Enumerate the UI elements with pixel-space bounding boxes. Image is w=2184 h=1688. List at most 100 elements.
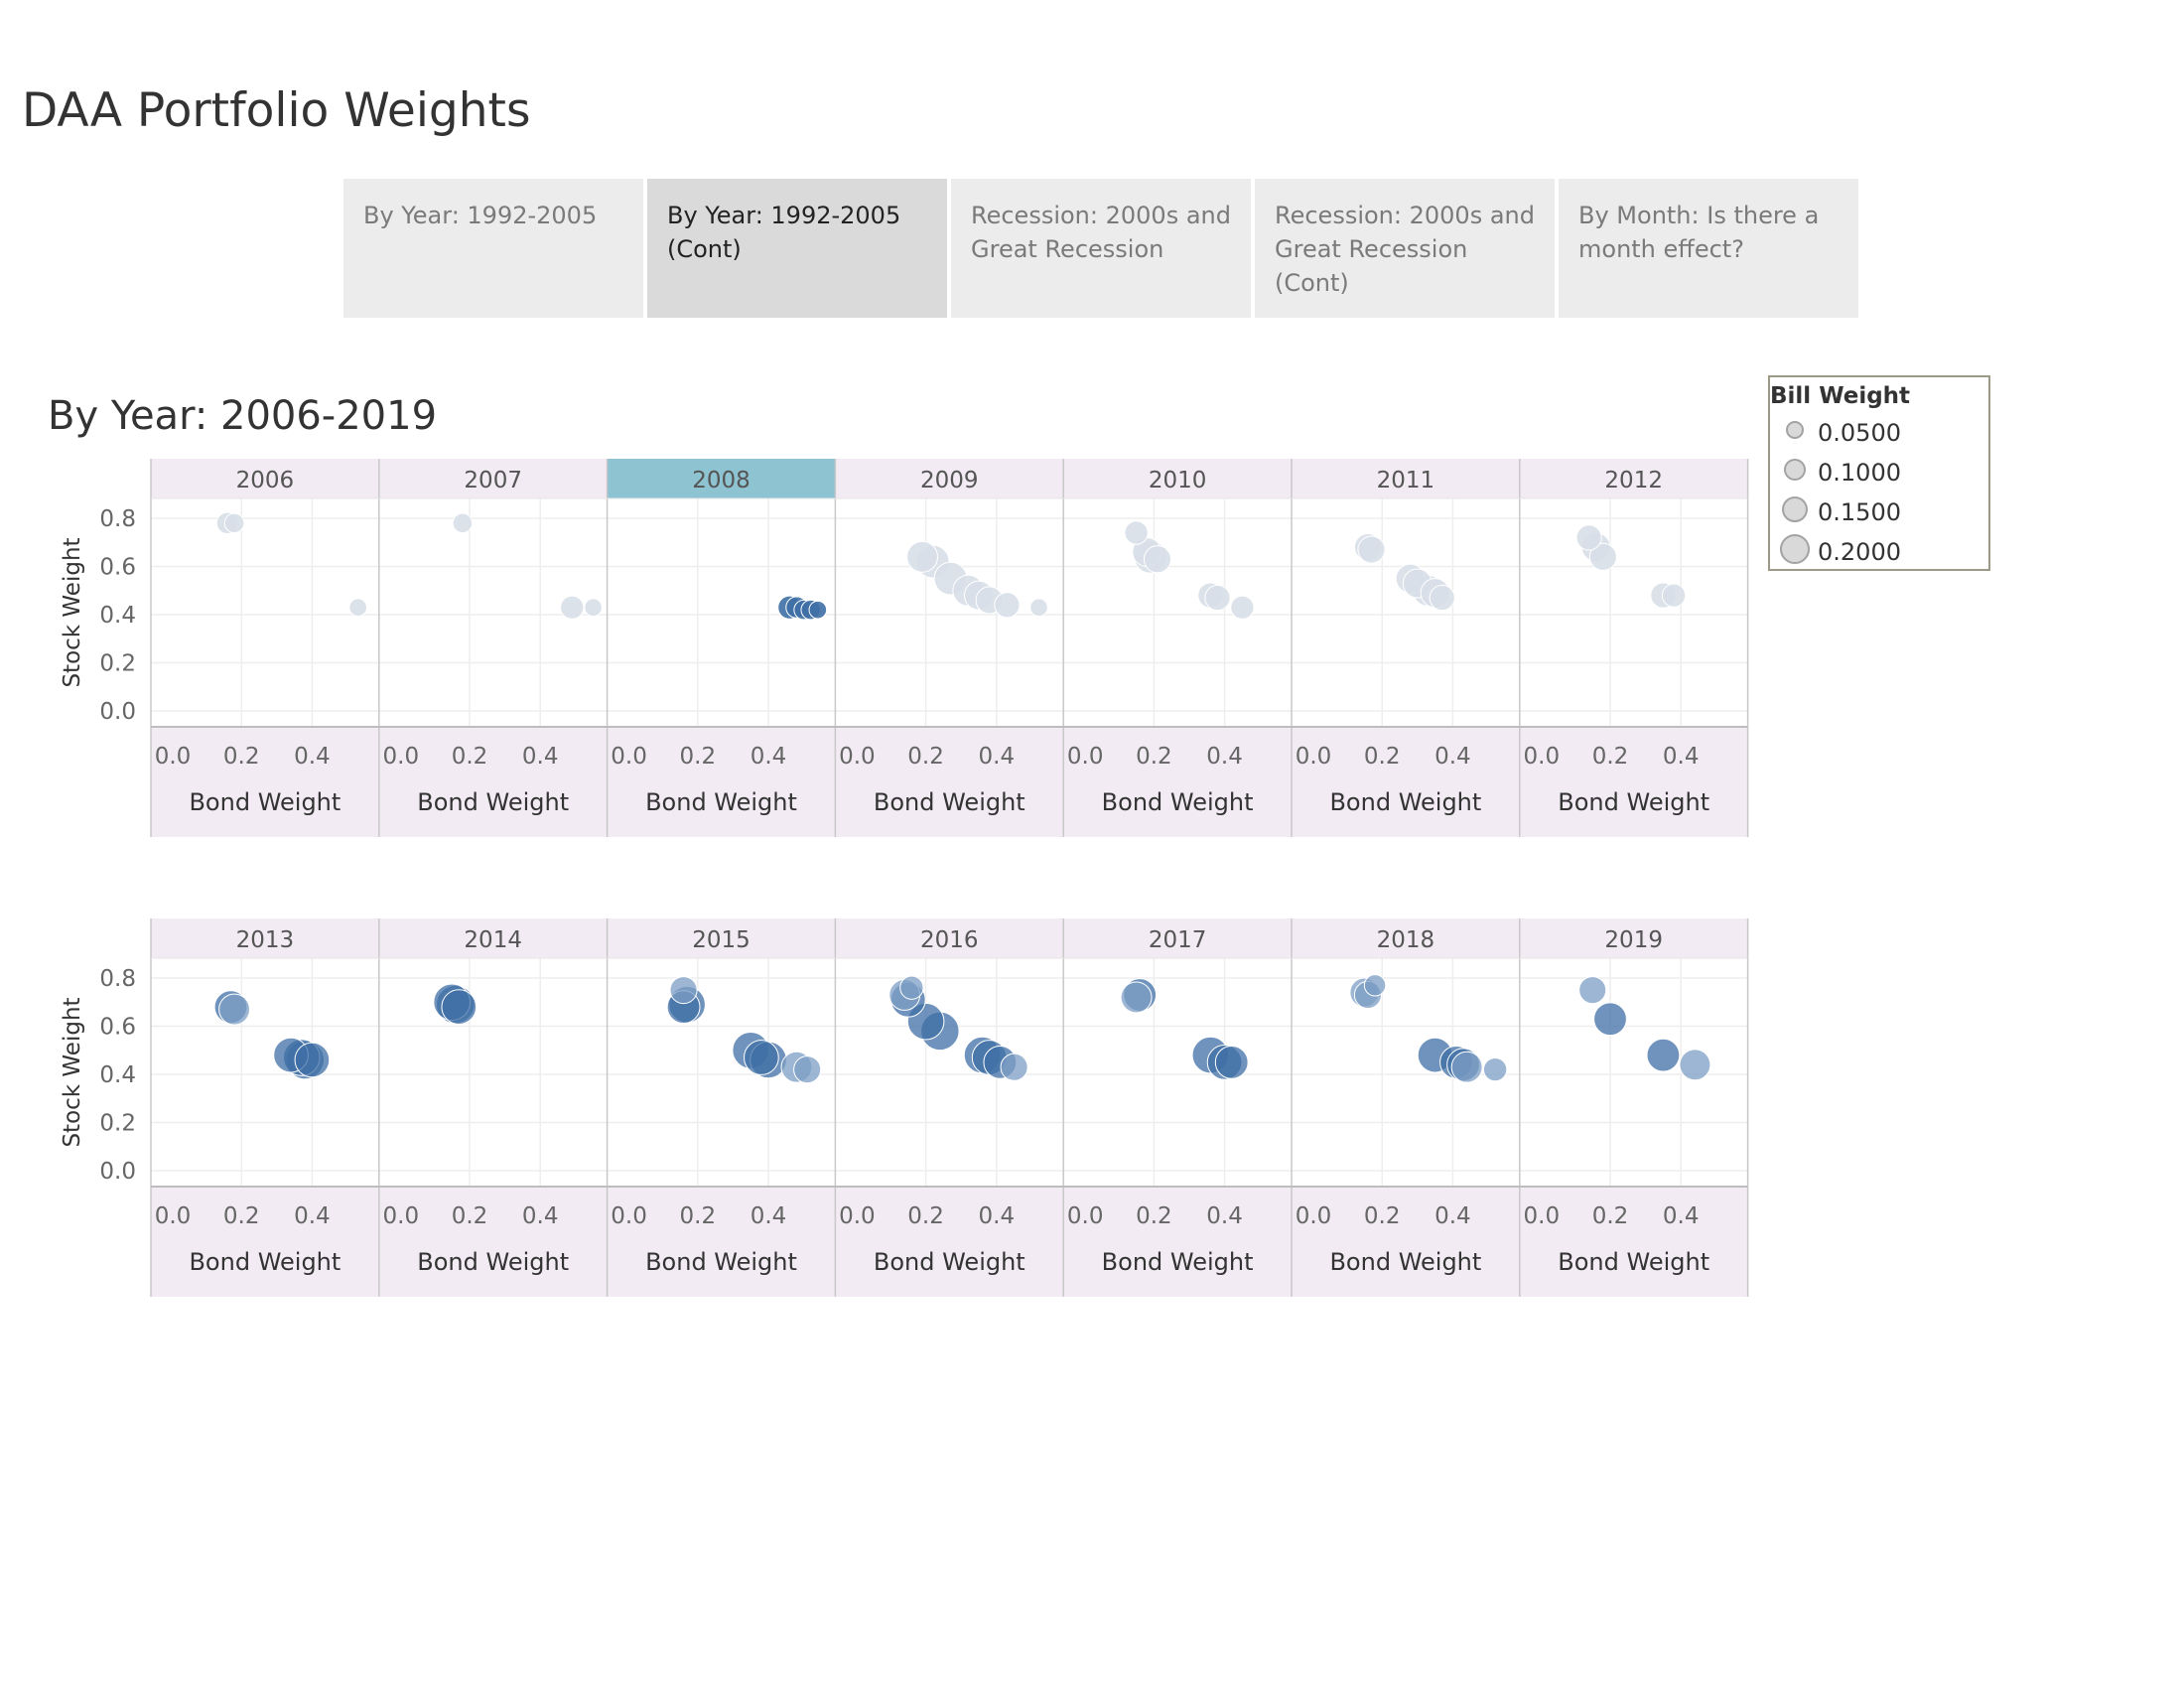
data-point[interactable] bbox=[669, 976, 698, 1005]
data-point[interactable] bbox=[348, 598, 367, 618]
data-point[interactable] bbox=[560, 595, 585, 620]
x-tick-label: 0.2 bbox=[1136, 744, 1172, 770]
tab-by-year-1992-2005[interactable]: By Year: 1992-2005 bbox=[343, 179, 643, 318]
x-tick-label: 0.4 bbox=[751, 1203, 787, 1229]
tab-by-year-1992-2005-cont[interactable]: By Year: 1992-2005 (Cont) bbox=[647, 179, 947, 318]
data-point[interactable] bbox=[906, 540, 938, 573]
data-point[interactable] bbox=[294, 1042, 331, 1078]
legend-item[interactable]: 0.2000 bbox=[1780, 532, 1980, 572]
data-point[interactable] bbox=[1593, 1002, 1627, 1037]
x-tick-label: 0.0 bbox=[611, 1203, 647, 1229]
data-point[interactable] bbox=[1124, 520, 1149, 545]
year-header[interactable] bbox=[1519, 918, 1748, 958]
data-point[interactable] bbox=[223, 512, 245, 534]
data-point[interactable] bbox=[1363, 974, 1387, 997]
x-axis-title: Bond Weight bbox=[645, 788, 797, 816]
year-header[interactable] bbox=[151, 459, 379, 498]
year-header[interactable] bbox=[1292, 918, 1520, 958]
y-tick-label: 0.6 bbox=[99, 1015, 136, 1041]
data-point[interactable] bbox=[1204, 584, 1231, 612]
year-header[interactable] bbox=[607, 918, 836, 958]
x-tick-label: 0.2 bbox=[223, 1203, 260, 1229]
year-header[interactable] bbox=[1063, 918, 1292, 958]
data-point[interactable] bbox=[1578, 976, 1607, 1005]
year-header[interactable] bbox=[1519, 459, 1748, 498]
y-tick-label: 0.0 bbox=[99, 699, 136, 725]
x-tick-label: 0.4 bbox=[1434, 744, 1471, 770]
data-point[interactable] bbox=[1450, 1051, 1483, 1083]
x-axis-title: Bond Weight bbox=[1102, 788, 1254, 816]
year-header-label: 2011 bbox=[1377, 468, 1435, 493]
legend-item[interactable]: 0.0500 bbox=[1782, 413, 1980, 453]
data-point[interactable] bbox=[1120, 981, 1153, 1014]
x-tick-label: 0.4 bbox=[522, 1203, 559, 1229]
data-point[interactable] bbox=[1429, 584, 1455, 612]
year-header-label: 2008 bbox=[692, 468, 751, 493]
data-point[interactable] bbox=[1143, 545, 1172, 574]
data-point[interactable] bbox=[1482, 1057, 1508, 1082]
year-header[interactable] bbox=[151, 918, 379, 958]
y-tick-label: 0.8 bbox=[99, 506, 136, 532]
tab-recession-2000s-cont[interactable]: Recession: 2000s and Great Recession (Co… bbox=[1255, 179, 1555, 318]
data-point[interactable] bbox=[441, 989, 478, 1025]
x-tick-label: 0.4 bbox=[751, 744, 787, 770]
data-point[interactable] bbox=[1029, 598, 1048, 618]
x-tick-label: 0.2 bbox=[1592, 744, 1629, 770]
page-title: DAA Portfolio Weights bbox=[22, 83, 531, 138]
year-header[interactable] bbox=[835, 918, 1064, 958]
year-header-label: 2019 bbox=[1604, 927, 1663, 953]
y-tick-label: 0.6 bbox=[99, 555, 136, 581]
y-tick-label: 0.8 bbox=[99, 966, 136, 992]
x-axis-title: Bond Weight bbox=[1329, 788, 1481, 816]
x-tick-label: 0.0 bbox=[1524, 744, 1561, 770]
year-header[interactable] bbox=[835, 459, 1064, 498]
data-point[interactable] bbox=[1214, 1045, 1249, 1079]
tab-recession-2000s[interactable]: Recession: 2000s and Great Recession bbox=[951, 179, 1251, 318]
data-point[interactable] bbox=[218, 993, 251, 1026]
legend-item-label: 0.1000 bbox=[1818, 459, 1901, 487]
x-tick-label: 0.0 bbox=[1067, 1203, 1104, 1229]
data-point[interactable] bbox=[899, 975, 924, 1000]
year-header-label: 2006 bbox=[236, 468, 295, 493]
data-point[interactable] bbox=[1000, 1053, 1028, 1081]
data-point[interactable] bbox=[1575, 524, 1602, 551]
legend-title: Bill Weight bbox=[1770, 383, 1911, 409]
x-tick-label: 0.4 bbox=[1206, 1203, 1243, 1229]
data-point[interactable] bbox=[1646, 1038, 1681, 1072]
y-tick-label: 0.2 bbox=[99, 1111, 136, 1137]
x-axis-footer bbox=[1063, 727, 1292, 837]
data-point[interactable] bbox=[1588, 542, 1617, 571]
year-header-label: 2009 bbox=[920, 468, 979, 493]
year-header[interactable] bbox=[1292, 459, 1520, 498]
x-tick-label: 0.4 bbox=[1663, 744, 1700, 770]
data-point[interactable] bbox=[994, 592, 1021, 619]
data-point[interactable] bbox=[808, 600, 828, 620]
year-header[interactable] bbox=[607, 459, 836, 498]
legend-item[interactable]: 0.1500 bbox=[1782, 492, 1980, 532]
x-tick-label: 0.2 bbox=[452, 744, 488, 770]
tab-by-month[interactable]: By Month: Is there a month effect? bbox=[1559, 179, 1858, 318]
year-header[interactable] bbox=[378, 918, 608, 958]
x-axis-footer bbox=[1063, 1187, 1292, 1297]
data-point[interactable] bbox=[584, 598, 603, 618]
year-header-label: 2010 bbox=[1149, 468, 1207, 493]
data-point[interactable] bbox=[744, 1040, 779, 1075]
data-point[interactable] bbox=[1230, 595, 1255, 620]
data-point[interactable] bbox=[452, 512, 474, 534]
data-point[interactable] bbox=[1661, 583, 1687, 608]
year-header[interactable] bbox=[378, 459, 608, 498]
x-tick-label: 0.2 bbox=[223, 744, 260, 770]
data-point[interactable] bbox=[1679, 1049, 1711, 1081]
year-header-label: 2018 bbox=[1377, 927, 1435, 953]
y-tick-label: 0.2 bbox=[99, 651, 136, 677]
year-header[interactable] bbox=[1063, 459, 1292, 498]
data-point[interactable] bbox=[793, 1055, 822, 1084]
size-legend[interactable]: Bill Weight 0.0500 0.1000 0.1500 0.2000 bbox=[1768, 375, 1990, 571]
legend-item[interactable]: 0.1000 bbox=[1782, 453, 1980, 492]
data-point[interactable] bbox=[1357, 535, 1386, 564]
x-axis-footer bbox=[1292, 727, 1520, 837]
x-tick-label: 0.4 bbox=[979, 1203, 1016, 1229]
legend-size-circle bbox=[1786, 421, 1804, 439]
x-tick-label: 0.0 bbox=[155, 744, 192, 770]
